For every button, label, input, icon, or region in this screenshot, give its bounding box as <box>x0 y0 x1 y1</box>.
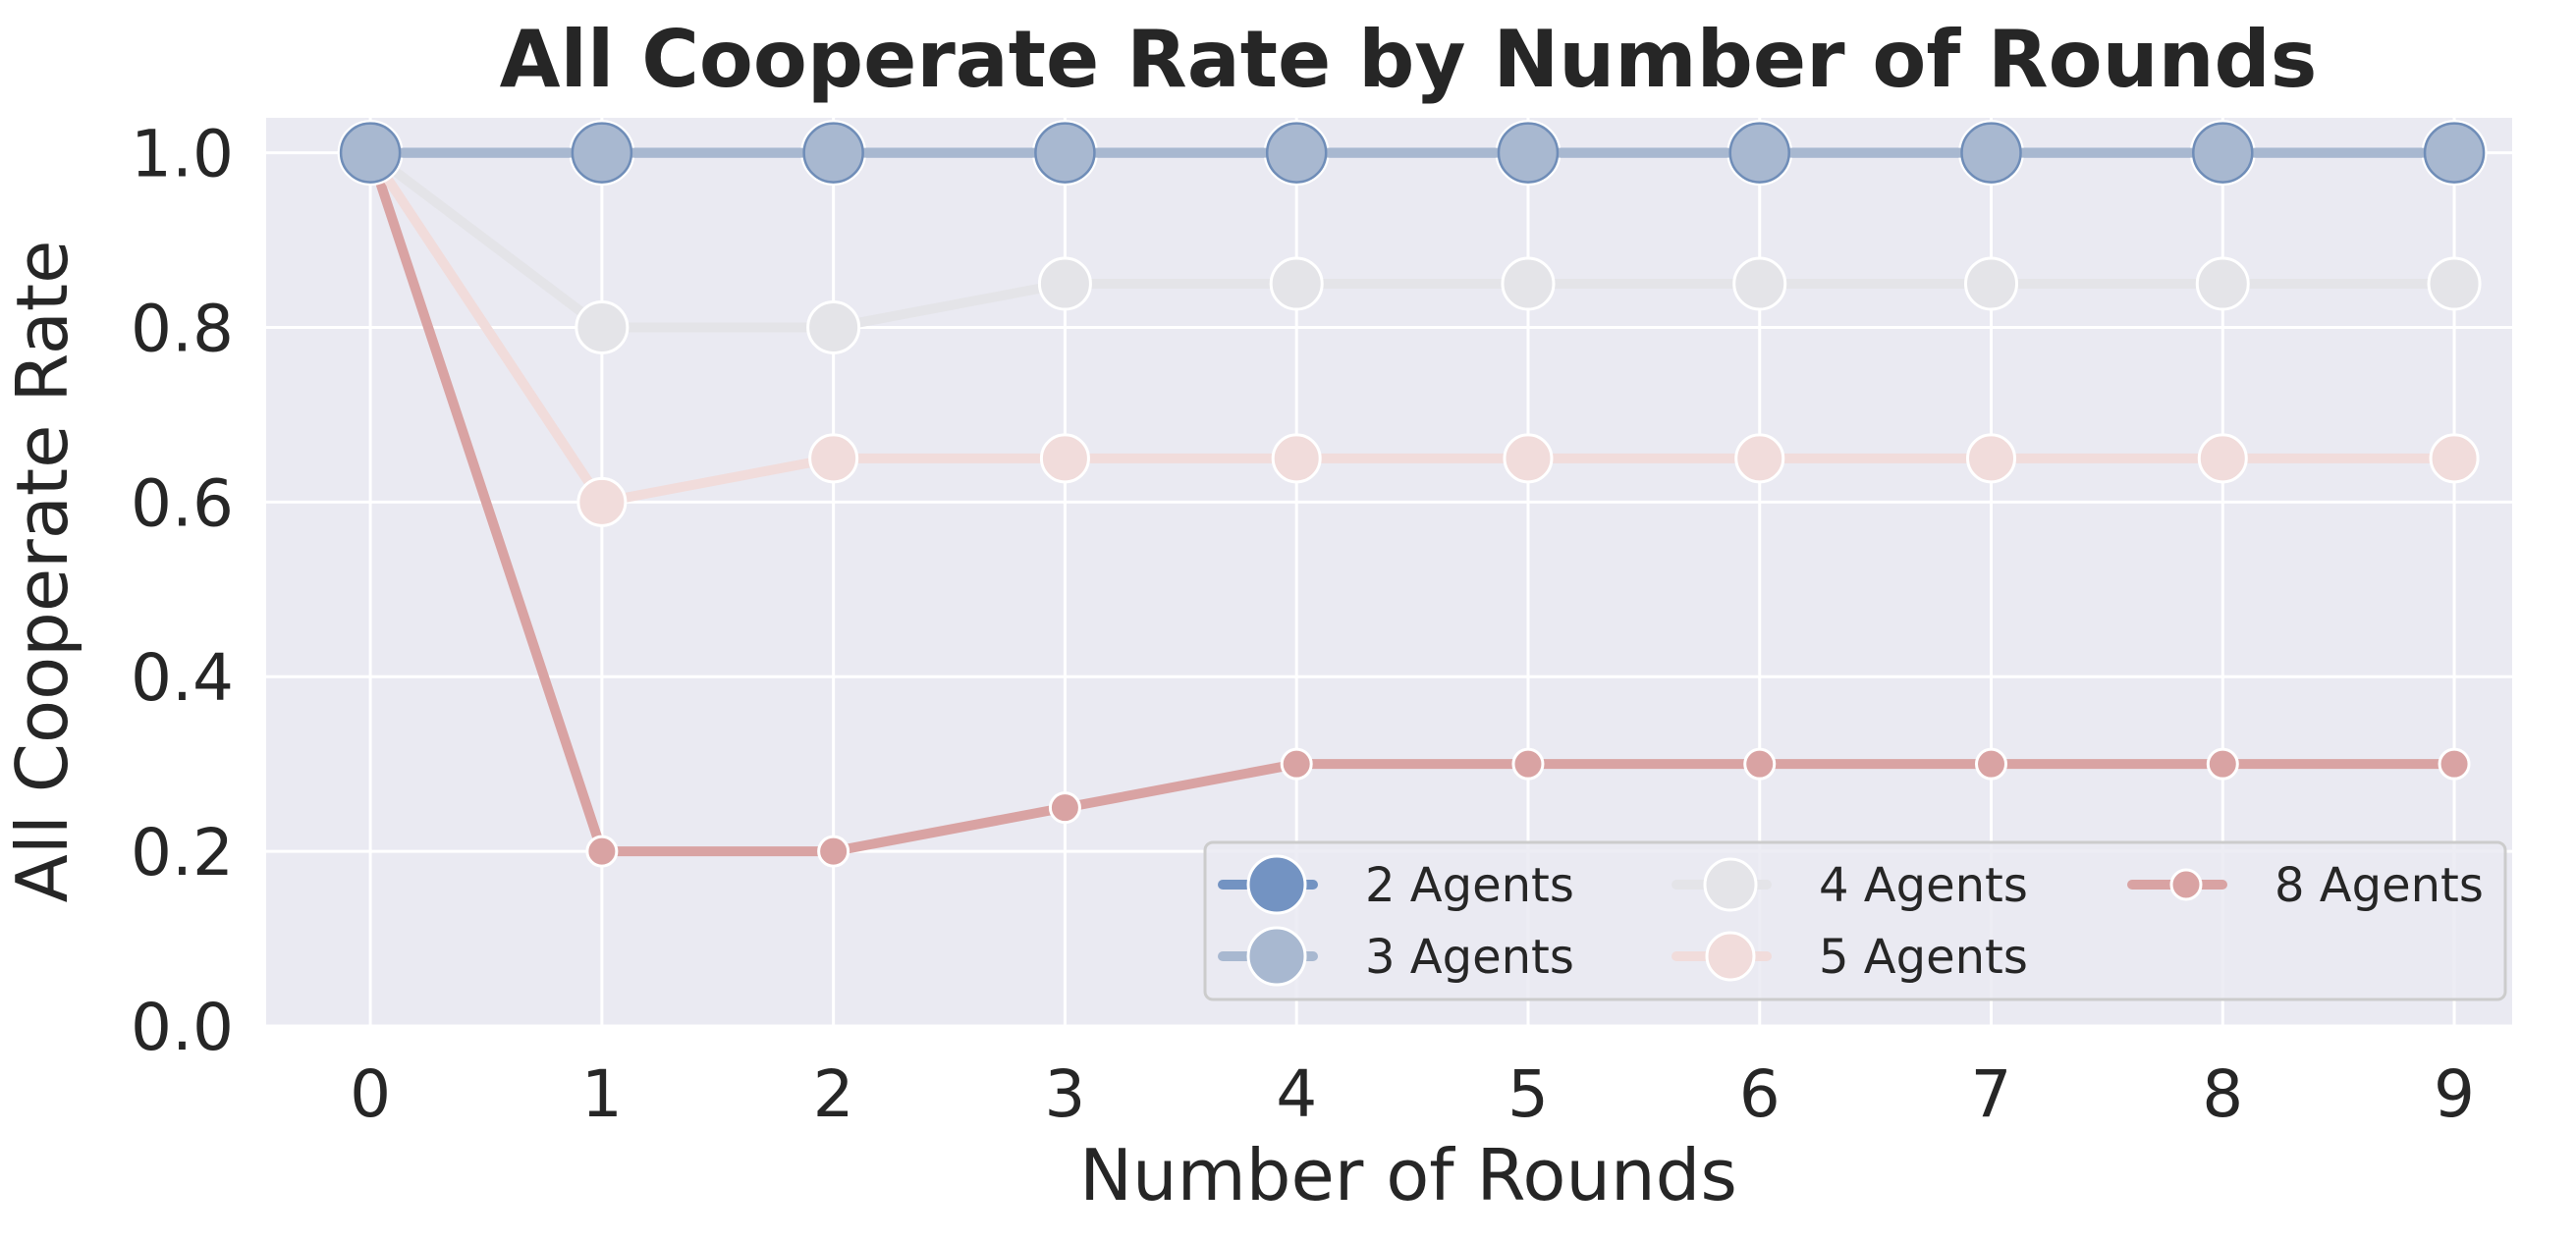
x-tick-label: 2 <box>813 1056 854 1132</box>
legend-entry: 3 Agents <box>1218 926 1574 987</box>
series-5-agents <box>345 128 2480 527</box>
x-tick-label: 6 <box>1739 1056 1781 1132</box>
legend-entry: 2 Agents <box>1218 854 1574 915</box>
data-point <box>576 476 628 527</box>
x-tick-label: 4 <box>1276 1056 1317 1132</box>
data-point <box>1497 122 1560 184</box>
data-point <box>817 835 850 868</box>
series-layer <box>337 120 2488 868</box>
data-point <box>1039 433 1090 484</box>
x-tick-label: 7 <box>1971 1056 2012 1132</box>
data-point <box>808 433 859 484</box>
data-point <box>575 299 630 354</box>
data-point <box>1271 433 1322 484</box>
data-point <box>2423 122 2486 184</box>
y-tick-labels: 0.0 0.2 0.4 0.6 0.8 1.0 <box>131 117 234 1065</box>
data-point <box>2438 747 2471 781</box>
data-point <box>1964 256 2019 311</box>
series-line <box>365 147 2460 508</box>
y-tick-label: 0.2 <box>131 815 234 890</box>
chart-title: All Cooperate Rate by Number of Rounds <box>500 14 2318 105</box>
data-point <box>2427 256 2482 311</box>
data-point <box>2192 122 2254 184</box>
legend-marker <box>2169 868 2203 901</box>
x-tick-label: 3 <box>1044 1056 1085 1132</box>
y-tick-label: 0.6 <box>131 465 234 541</box>
data-point <box>585 835 619 868</box>
data-point <box>1734 433 1785 484</box>
data-point <box>1511 747 1545 781</box>
data-point <box>571 122 633 184</box>
data-point <box>1048 791 1081 825</box>
x-axis-label: Number of Rounds <box>1079 1134 1737 1216</box>
data-point <box>1269 256 1324 311</box>
x-tick-label: 0 <box>350 1056 391 1132</box>
data-point <box>1728 122 1790 184</box>
legend-entry: 4 Agents <box>1672 857 2028 913</box>
x-tick-label: 8 <box>2202 1056 2243 1132</box>
data-point <box>2429 433 2480 484</box>
data-point <box>1743 747 1777 781</box>
data-point <box>1265 122 1328 184</box>
x-tick-label: 5 <box>1507 1056 1549 1132</box>
x-tick-label: 1 <box>581 1056 623 1132</box>
data-point <box>1037 256 1092 311</box>
y-tick-label: 1.0 <box>131 117 234 192</box>
legend-entry: 8 Agents <box>2127 858 2484 913</box>
data-point <box>1732 256 1787 311</box>
series-line <box>365 147 2460 857</box>
data-point <box>1503 433 1554 484</box>
data-point <box>1975 747 2008 781</box>
legend-label: 5 Agents <box>1819 930 2028 985</box>
series-line <box>365 147 2460 333</box>
y-tick-label: 0.8 <box>131 291 234 366</box>
data-point <box>1280 747 1313 781</box>
data-point <box>806 299 861 354</box>
data-point <box>2195 256 2250 311</box>
y-axis-label: All Cooperate Rate <box>1 241 83 903</box>
data-point <box>2197 433 2248 484</box>
legend: 2 Agents 3 Agents 4 Agents 5 Agents 8 Agents <box>1203 840 2507 1001</box>
legend-label: 2 Agents <box>1365 858 1574 913</box>
x-tick-label: 9 <box>2434 1056 2475 1132</box>
y-tick-label: 0.0 <box>131 990 234 1065</box>
data-point <box>1966 433 2017 484</box>
legend-marker <box>1246 854 1307 915</box>
data-point <box>802 122 864 184</box>
data-point <box>339 122 402 184</box>
legend-label: 4 Agents <box>1819 858 2028 913</box>
data-point <box>1034 122 1096 184</box>
data-point <box>2206 747 2239 781</box>
data-point <box>1501 256 1556 311</box>
legend-marker <box>1246 926 1307 987</box>
legend-label: 8 Agents <box>2275 858 2484 913</box>
y-tick-label: 0.4 <box>131 640 234 716</box>
legend-entry: 5 Agents <box>1672 930 2028 985</box>
x-tick-labels: 0 1 2 3 4 5 6 7 8 9 <box>350 1056 2475 1132</box>
data-point <box>1960 122 2022 184</box>
legend-label: 3 Agents <box>1365 930 1574 985</box>
legend-marker <box>1705 931 1756 982</box>
legend-marker <box>1703 857 1758 912</box>
series-3-agents <box>339 122 2486 184</box>
